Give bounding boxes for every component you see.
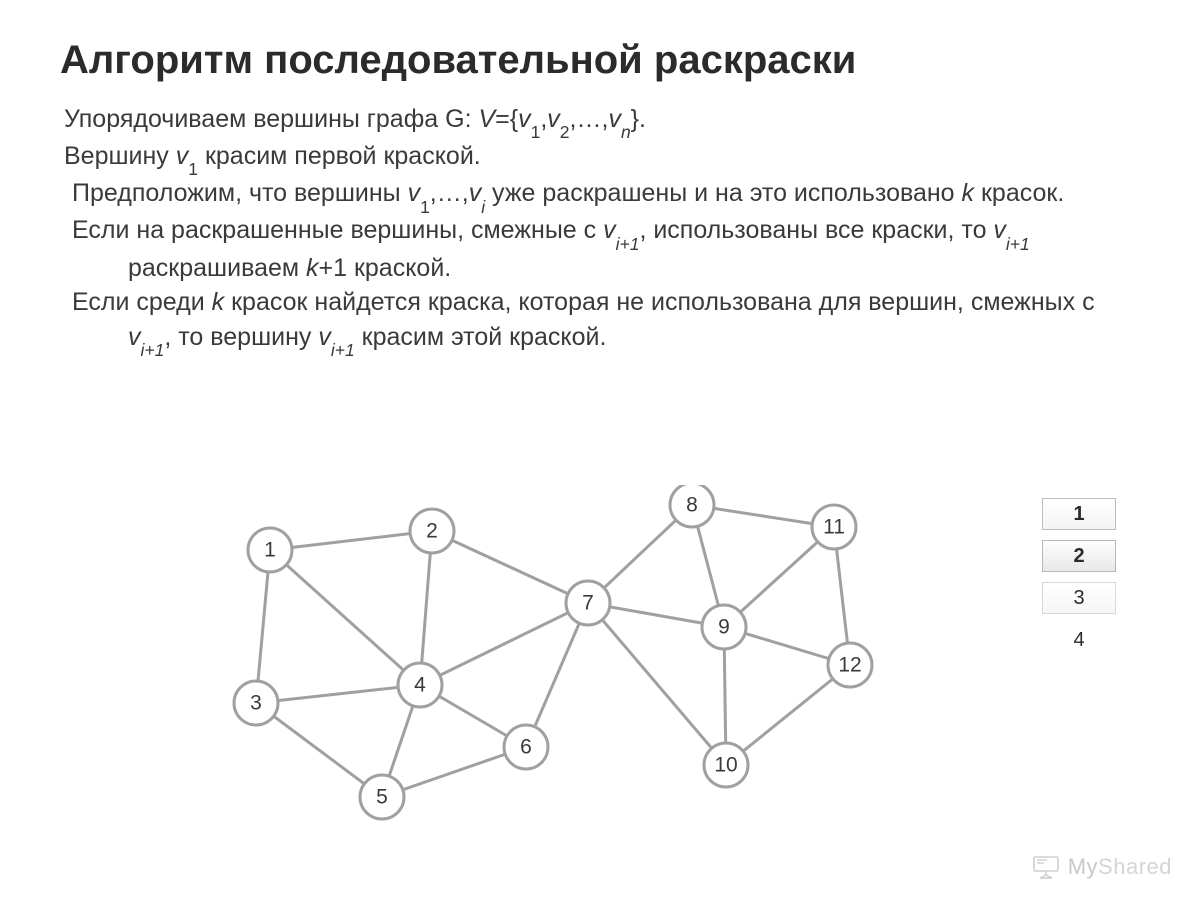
graph-node-label: 7: [582, 592, 594, 615]
graph-node-label: 4: [414, 674, 426, 697]
legend-item: 3: [1042, 582, 1116, 614]
para-5: Если среди k красок найдется краска, кот…: [64, 285, 1124, 357]
graph-edge: [526, 603, 588, 747]
graph-edge: [270, 550, 420, 685]
graph-edge: [270, 531, 432, 550]
graph-node-label: 8: [686, 494, 698, 517]
graph-edge: [420, 603, 588, 685]
legend-item: 1: [1042, 498, 1116, 530]
presentation-icon: [1032, 855, 1060, 879]
graph-node-label: 2: [426, 520, 438, 543]
graph-edge: [256, 703, 382, 797]
color-legend: 1 2 3 4: [1042, 498, 1128, 666]
graph-node-label: 3: [250, 692, 262, 715]
graph-node-label: 5: [376, 786, 388, 809]
legend-item: 4: [1042, 624, 1116, 656]
graph-node-label: 10: [714, 754, 737, 777]
graph-node-label: 11: [823, 516, 845, 539]
graph-diagram: 123456789101112: [170, 485, 890, 845]
graph-edge: [726, 665, 850, 765]
graph-edge: [256, 685, 420, 703]
para-2: Вершину v1 красим первой краской.: [64, 139, 1124, 176]
slide-title: Алгоритм последовательной раскраски: [60, 38, 856, 83]
para-1: Упорядочиваем вершины графа G: V={v1,v2,…: [64, 102, 1124, 139]
para-3: Предположим, что вершины v1,…,vi уже рас…: [64, 176, 1124, 213]
legend-item: 2: [1042, 540, 1116, 572]
graph-node-label: 6: [520, 736, 532, 759]
algorithm-description: Упорядочиваем вершины графа G: V={v1,v2,…: [64, 102, 1124, 357]
graph-svg: 123456789101112: [170, 485, 890, 845]
watermark-shared: Shared: [1098, 854, 1172, 879]
graph-node-label: 12: [838, 654, 861, 677]
watermark: MyShared: [1032, 854, 1172, 880]
graph-node-label: 9: [718, 616, 730, 639]
graph-node-label: 1: [264, 539, 276, 562]
watermark-my: My: [1068, 854, 1098, 879]
graph-edge: [432, 531, 588, 603]
para-4: Если на раскрашенные вершины, смежные с …: [64, 213, 1124, 285]
